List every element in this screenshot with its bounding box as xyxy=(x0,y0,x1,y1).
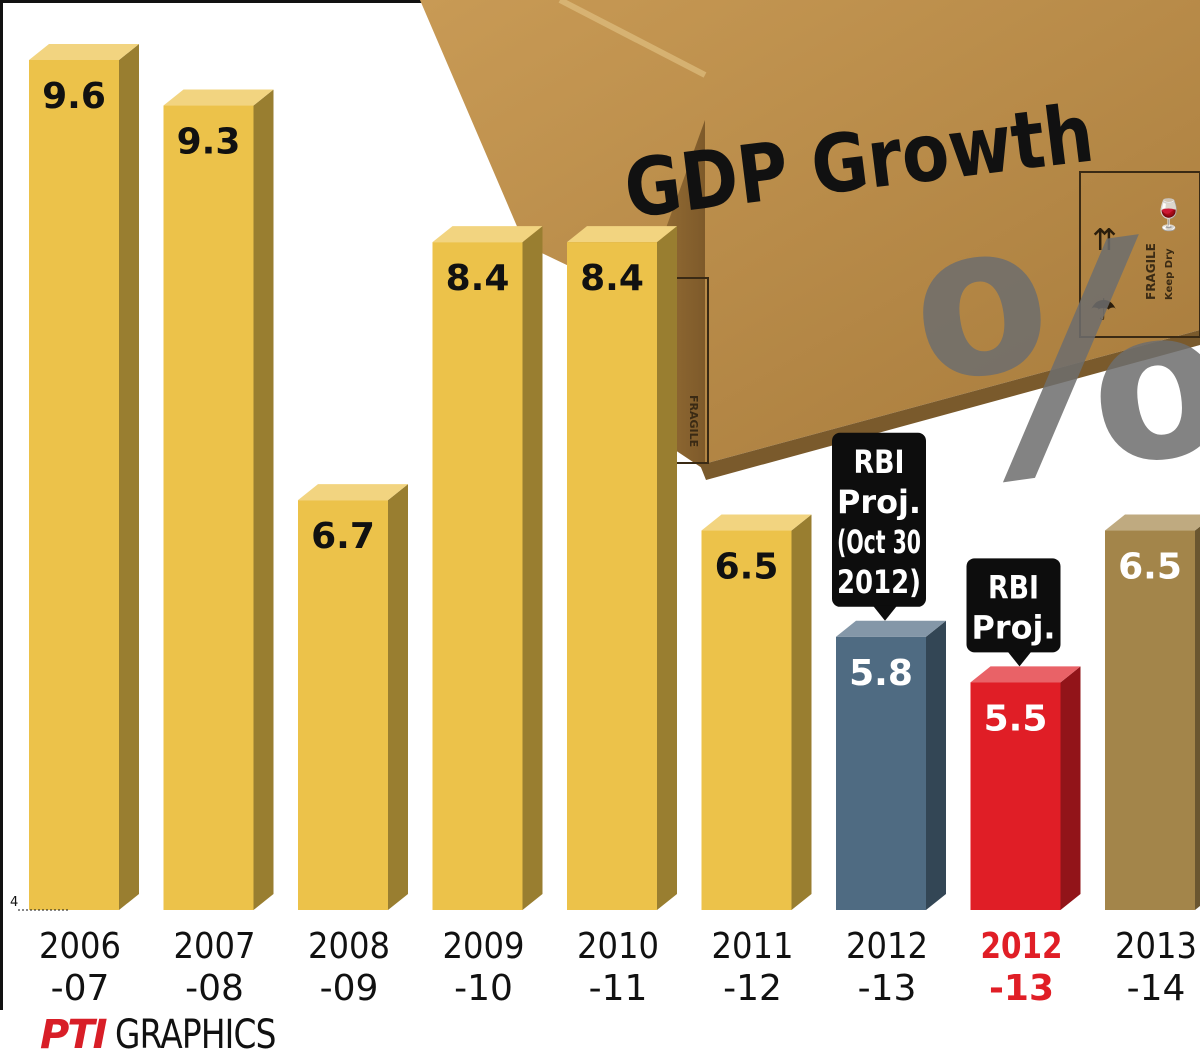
baseline-tick-label: 4 xyxy=(10,895,18,910)
bar-top-3 xyxy=(432,226,543,243)
bar-top-7 xyxy=(970,666,1081,683)
x-tick-label-6-year: 2012 xyxy=(846,926,928,967)
callout-line-0-2: (Oct 30 xyxy=(837,523,921,561)
callout-pointer-1 xyxy=(1007,651,1032,667)
bar-3: 8.4 xyxy=(432,226,543,911)
bar-top-6 xyxy=(836,620,946,637)
bar-value-label-3: 8.4 xyxy=(446,258,510,299)
bar-value-label-0: 9.6 xyxy=(42,76,106,117)
bar-front-6 xyxy=(836,636,926,910)
bar-top-1 xyxy=(163,89,274,106)
x-axis-labels: 2006-072007-082008-092009-102010-112011-… xyxy=(39,926,1197,1009)
x-tick-label-8-year: 2013 xyxy=(1115,926,1197,967)
x-tick-label-0-year: 2006 xyxy=(39,926,121,967)
x-tick-label-2-suffix: -09 xyxy=(320,968,379,1009)
box-shadow-edge xyxy=(700,330,1200,480)
bar-front-0 xyxy=(29,60,119,910)
x-tick-label-3-suffix: -10 xyxy=(454,968,513,1009)
bar-top-5 xyxy=(701,514,812,531)
bar-4: 8.4 xyxy=(567,226,677,911)
callout-box-1 xyxy=(966,558,1061,653)
callout-line-1-1: Proj. xyxy=(972,608,1056,646)
footer-credit: PTI GRAPHICS xyxy=(40,1010,311,1060)
bar-front-3 xyxy=(432,242,523,911)
bar-2: 6.7 xyxy=(298,484,408,910)
bars-group: 9.6 9.3 6.7 8.4 8.4 6.5 5.8 5.5 6.5 xyxy=(29,44,1200,911)
bar-front-4 xyxy=(567,242,657,911)
bar-top-0 xyxy=(29,44,139,60)
bar-side-1 xyxy=(253,89,274,911)
box-front-face xyxy=(420,0,1200,465)
x-tick-label-7-year: 2012 xyxy=(981,926,1063,967)
bar-1: 9.3 xyxy=(163,89,274,911)
bar-value-label-1: 9.3 xyxy=(177,122,241,163)
bar-0: 9.6 xyxy=(29,44,139,910)
bar-6: 5.8 xyxy=(836,620,946,910)
x-tick-label-3-year: 2009 xyxy=(443,926,525,967)
bar-value-label-6: 5.8 xyxy=(849,653,913,694)
bar-value-label-5: 6.5 xyxy=(715,547,779,588)
box-tape-line xyxy=(558,0,707,78)
fragile-stamp-front xyxy=(1079,171,1200,338)
callout-line-0-3: 2012) xyxy=(837,563,921,601)
bar-side-6 xyxy=(926,620,946,910)
bar-front-5 xyxy=(701,530,792,910)
x-tick-label-4-suffix: -11 xyxy=(589,968,648,1009)
arrows-up-icon: ⇈ xyxy=(1092,223,1117,258)
x-tick-label-5-suffix: -12 xyxy=(723,968,782,1009)
x-tick-label-6-suffix: -13 xyxy=(858,968,917,1009)
bar-front-7 xyxy=(970,682,1061,910)
keep-dry-stamp-text: Keep Dry xyxy=(1164,248,1175,300)
percent-symbol-icon: % xyxy=(898,170,1200,557)
bar-value-label-8: 6.5 xyxy=(1118,547,1182,588)
bar-side-5 xyxy=(791,514,812,910)
callout-line-0-0: RBI xyxy=(854,443,905,481)
bar-top-4 xyxy=(567,226,677,243)
x-tick-label-4-year: 2010 xyxy=(577,926,659,967)
fragile-stamp-side-text: FRAGILE xyxy=(687,395,700,447)
x-tick-label-2-year: 2008 xyxy=(308,926,390,967)
bar-7: 5.5 xyxy=(970,666,1081,910)
x-tick-label-7-suffix: -13 xyxy=(989,968,1054,1009)
fragile-stamp-front-text: FRAGILE xyxy=(1144,243,1158,300)
bar-front-8 xyxy=(1105,530,1195,910)
bar-side-4 xyxy=(657,226,677,911)
bar-side-7 xyxy=(1060,666,1081,910)
umbrella-icon: ☂ xyxy=(1090,293,1117,328)
bar-front-1 xyxy=(163,105,254,911)
bar-side-3 xyxy=(522,226,543,911)
callout-line-1-0: RBI xyxy=(988,568,1039,606)
graphics-label: GRAPHICS xyxy=(115,1012,277,1058)
bar-value-label-7: 5.5 xyxy=(984,698,1048,739)
glass-icon: 🍷 xyxy=(1150,197,1187,233)
bar-5: 6.5 xyxy=(701,514,812,910)
callout-pointer-0 xyxy=(873,605,897,621)
bar-top-2 xyxy=(298,484,408,501)
bar-value-label-4: 8.4 xyxy=(580,258,644,299)
x-tick-label-8-suffix: -14 xyxy=(1127,968,1186,1009)
pti-logo: PTI xyxy=(40,1012,107,1058)
bar-side-0 xyxy=(119,44,139,910)
bar-front-2 xyxy=(298,500,388,910)
x-tick-label-1-year: 2007 xyxy=(174,926,256,967)
bar-value-label-2: 6.7 xyxy=(311,516,375,557)
callout-line-0-1: Proj. xyxy=(837,483,921,521)
callout-box-0 xyxy=(832,432,926,607)
bar-8: 6.5 xyxy=(1105,514,1200,910)
x-tick-label-1-suffix: -08 xyxy=(185,968,244,1009)
x-tick-label-5-year: 2011 xyxy=(712,926,794,967)
x-tick-label-0-suffix: -07 xyxy=(51,968,110,1009)
bar-side-8 xyxy=(1195,526,1200,910)
bar-top-8 xyxy=(1105,514,1200,531)
bar-side-2 xyxy=(388,484,408,910)
